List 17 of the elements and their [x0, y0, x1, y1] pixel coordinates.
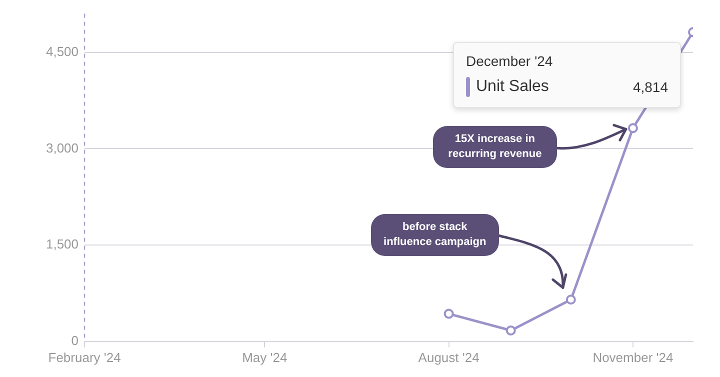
x-tick-label: November '24	[592, 350, 674, 365]
point	[628, 123, 638, 134]
y-tick-label: 1,500	[46, 236, 79, 252]
x-tick-label: February '24	[48, 350, 121, 365]
annotation: 4,814	[632, 78, 668, 95]
point	[566, 294, 576, 305]
legend-label: Unit Sales	[476, 78, 550, 96]
annotation: 15X increase in recurring revenue	[432, 126, 557, 168]
x-tick-label: August '24	[418, 350, 480, 365]
y-tick-label: 3,000	[46, 140, 79, 156]
point	[444, 308, 454, 319]
y-tick-label: 0	[71, 332, 79, 348]
annotation: December '24	[466, 52, 554, 69]
point	[506, 325, 516, 336]
annotation: before stack influence campaign	[370, 214, 499, 256]
x-tick-label: May '24	[242, 350, 288, 365]
y-tick-label: 4,500	[46, 44, 79, 59]
